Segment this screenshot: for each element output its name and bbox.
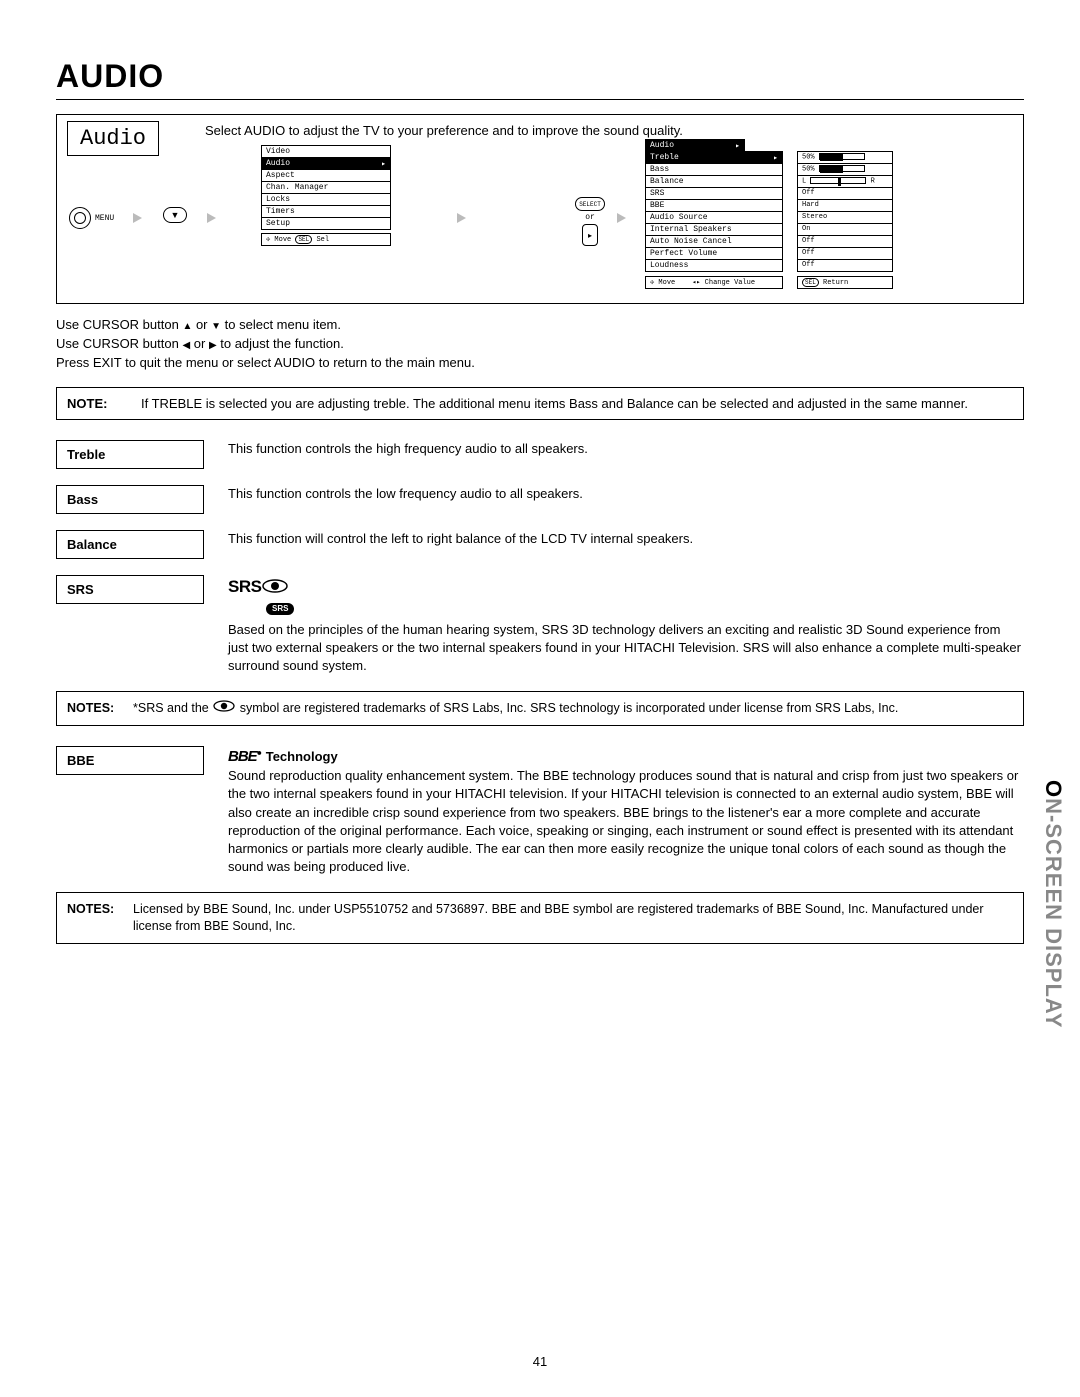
triangle-up-icon xyxy=(182,317,192,332)
notes-text: Licensed by BBE Sound, Inc. under USP551… xyxy=(133,901,1013,935)
sel-pill: SEL xyxy=(295,235,312,244)
menu-button-graphic: MENU xyxy=(69,207,114,229)
def-text-bass: This function controls the low frequency… xyxy=(228,485,1024,503)
menu-footer: ✢ Move SEL Sel xyxy=(261,233,391,246)
am-item: Loudness xyxy=(645,259,783,272)
move-arrows-icon: ✢ xyxy=(650,279,654,287)
move-arrows-icon: ✢ xyxy=(266,236,270,244)
intro-text: Select AUDIO to adjust the TV to your pr… xyxy=(205,123,683,138)
side-tab: ON-SCREEN DISPLAY xyxy=(1040,780,1066,1028)
triangle-left-icon xyxy=(182,336,190,351)
bbe-logo: BBE xyxy=(228,748,257,765)
notes-text: *SRS and the symbol are registered trade… xyxy=(133,700,898,717)
def-label-balance: Balance xyxy=(56,530,204,559)
arrow-right-icon xyxy=(617,213,626,223)
notes-box-srs: NOTES: *SRS and the symbol are registere… xyxy=(56,691,1024,726)
menu-item: Setup xyxy=(261,217,391,230)
note-box: NOTE: If TREBLE is selected you are adju… xyxy=(56,387,1024,420)
srs-symbol-icon xyxy=(212,700,236,717)
def-text-srs: SRS SRS Based on the principles of the h… xyxy=(228,575,1024,676)
audio-submenu: Audio Treble50% Bass50% BalanceL R SRSOf… xyxy=(645,139,907,289)
note-text: If TREBLE is selected you are adjusting … xyxy=(141,396,968,411)
srs-symbol-icon xyxy=(261,579,289,598)
select-button-graphic: SELECT or ▸ xyxy=(575,197,605,246)
notes-box-bbe: NOTES: Licensed by BBE Sound, Inc. under… xyxy=(56,892,1024,944)
footer-move: Move xyxy=(274,236,291,244)
menu-label: MENU xyxy=(95,214,114,223)
def-label-srs: SRS xyxy=(56,575,204,604)
main-menu-list: Video Audio Aspect Chan. Manager Locks T… xyxy=(261,145,391,246)
note-label: NOTE: xyxy=(67,396,125,411)
def-text-balance: This function will control the left to r… xyxy=(228,530,1024,548)
srs-pill: SRS xyxy=(266,603,294,614)
cursor-down-graphic: ▼ xyxy=(163,207,187,223)
audio-submenu-footer: ✢ Move ◂▸ Change Value SEL Return xyxy=(645,276,907,289)
triangle-down-icon xyxy=(211,317,221,332)
cursor-right-icon: ▸ xyxy=(582,224,598,246)
def-text-bbe: BBE● Technology Sound reproduction quali… xyxy=(228,746,1024,876)
def-label-treble: Treble xyxy=(56,440,204,469)
down-oval-icon: ▼ xyxy=(163,207,187,223)
select-oval-icon: SELECT xyxy=(575,197,605,211)
menu-circle-icon xyxy=(69,207,91,229)
am-value: Off xyxy=(797,259,893,272)
sel-pill: SEL xyxy=(802,278,819,287)
diagram-box: Audio Select AUDIO to adjust the TV to y… xyxy=(56,114,1024,304)
arrow-right-icon xyxy=(457,213,466,223)
def-text-treble: This function controls the high frequenc… xyxy=(228,440,1024,458)
triangle-right-icon xyxy=(209,336,217,351)
arrow-right-icon xyxy=(133,213,142,223)
srs-logo: SRS xyxy=(228,577,261,596)
definitions-bbe: BBE BBE● Technology Sound reproduction q… xyxy=(56,746,1024,876)
instructions: Use CURSOR button or to select menu item… xyxy=(56,316,1024,373)
audio-heading-box: Audio xyxy=(67,121,159,156)
definitions: Treble This function controls the high f… xyxy=(56,440,1024,676)
page-title: AUDIO xyxy=(56,58,1024,95)
title-rule xyxy=(56,99,1024,100)
def-label-bbe: BBE xyxy=(56,746,204,775)
arrow-right-icon xyxy=(207,213,216,223)
notes-label: NOTES: xyxy=(67,901,125,935)
page-number: 41 xyxy=(533,1354,547,1369)
def-label-bass: Bass xyxy=(56,485,204,514)
notes-label: NOTES: xyxy=(67,700,125,717)
technology-label: Technology xyxy=(262,749,338,764)
footer-sel: Sel xyxy=(316,236,329,244)
or-label: or xyxy=(575,213,605,222)
